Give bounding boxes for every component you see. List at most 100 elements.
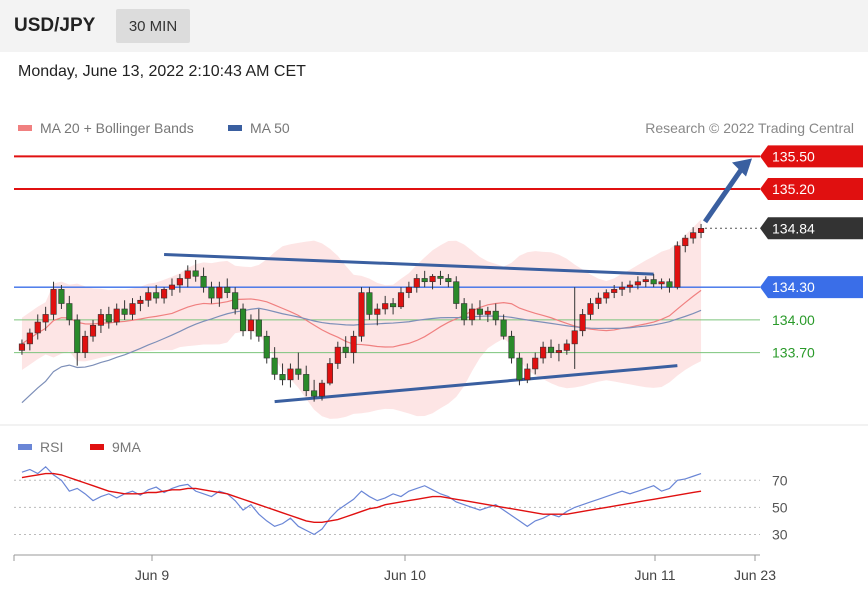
candle-body — [224, 286, 231, 293]
rsi-label: RSI — [40, 439, 64, 455]
candle-body — [563, 343, 570, 351]
candle-body — [682, 237, 689, 247]
candle — [350, 330, 357, 364]
candle — [571, 287, 578, 369]
candle — [224, 278, 231, 299]
candle-body — [239, 308, 247, 332]
candle-body — [50, 289, 57, 315]
candle — [626, 280, 634, 293]
candle — [697, 223, 705, 239]
candle-body — [168, 284, 176, 290]
candle — [421, 270, 428, 288]
candle — [279, 363, 286, 386]
candle — [121, 300, 128, 320]
timeframe-button[interactable]: 30 MIN — [116, 9, 190, 43]
candle — [690, 227, 697, 244]
candle — [176, 274, 183, 293]
candle — [26, 328, 33, 351]
level-label-133.70: 133.70 — [772, 345, 815, 361]
candle — [532, 352, 539, 375]
level-tag-134.30 — [760, 276, 863, 299]
candle — [318, 379, 326, 401]
candle-body — [650, 279, 657, 285]
candle-body — [326, 363, 333, 384]
candle — [145, 287, 152, 307]
candle-body — [121, 308, 128, 315]
candle — [476, 300, 484, 320]
candle-body — [390, 303, 397, 308]
candle-body — [532, 357, 539, 370]
candle — [311, 379, 318, 402]
candle — [484, 306, 491, 323]
chart-header: USD/JPY 30 MIN — [0, 0, 868, 52]
candle — [255, 308, 262, 342]
candle — [74, 314, 81, 366]
candle-body — [184, 270, 191, 279]
candle — [271, 347, 278, 380]
candle — [366, 287, 373, 320]
level-tag-135.20 — [760, 178, 863, 201]
candle — [66, 295, 73, 326]
candle — [82, 330, 89, 359]
candle — [232, 287, 239, 315]
ma9-label: 9MA — [112, 439, 141, 455]
legend-rsi: RSI — [18, 439, 63, 455]
candle-body — [476, 308, 484, 315]
candle — [563, 339, 570, 355]
candle — [129, 298, 136, 320]
level-label-134.00: 134.00 — [772, 312, 815, 328]
candle-body — [603, 292, 610, 299]
trendline-lower — [274, 364, 678, 404]
candle — [200, 267, 207, 293]
candle-body — [555, 350, 562, 353]
candle-body — [453, 281, 460, 304]
candle-body — [303, 374, 310, 392]
candle-body — [642, 279, 649, 283]
level-label-135.20: 135.20 — [772, 181, 815, 197]
candle-body — [216, 286, 223, 299]
candle-body — [697, 228, 705, 233]
candle-body — [516, 357, 523, 381]
candle-body — [397, 292, 405, 308]
candle — [619, 281, 626, 296]
candle-body — [208, 286, 215, 299]
candle-body — [342, 346, 349, 353]
candle — [153, 284, 160, 304]
candle — [413, 274, 420, 293]
candle — [247, 314, 255, 340]
candle — [634, 276, 641, 290]
candle-body — [105, 314, 112, 323]
candle-body — [113, 308, 120, 323]
level-label-135.50: 135.50 — [772, 148, 815, 164]
candle — [382, 295, 389, 315]
candle-body — [634, 281, 641, 286]
candle-body — [500, 319, 507, 337]
candle — [429, 274, 436, 290]
rsi-tick-70: 70 — [772, 472, 788, 488]
ma20-swatch — [18, 125, 32, 131]
candle-body — [382, 303, 389, 310]
candle — [168, 278, 176, 296]
candle-body — [82, 335, 89, 353]
candle-body — [42, 314, 49, 323]
candle-body — [492, 310, 499, 321]
projection-arrow-shaft — [702, 164, 747, 224]
candle-body — [429, 275, 436, 283]
candle — [89, 319, 97, 342]
candle — [18, 339, 26, 355]
ma50-label: MA 50 — [250, 120, 290, 136]
candle-body — [674, 245, 681, 288]
candle-body — [350, 335, 357, 353]
x-tick-label-Jun-10: Jun 10 — [384, 567, 426, 583]
copyright-text: Research © 2022 Trading Central — [645, 120, 854, 136]
candle-body — [405, 286, 412, 293]
candle-body — [66, 303, 73, 321]
candle — [445, 274, 452, 288]
symbol-title: USD/JPY — [14, 15, 96, 36]
candle — [295, 352, 302, 380]
candle-body — [161, 289, 168, 299]
candle — [603, 289, 610, 304]
candle-body — [611, 289, 618, 293]
ma20-label: MA 20 + Bollinger Bands — [40, 120, 194, 136]
